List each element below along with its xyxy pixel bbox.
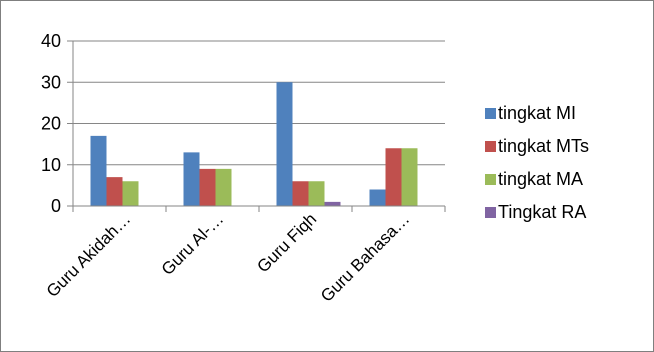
gridlines xyxy=(67,40,446,212)
x-category-label: Guru Bahasa… xyxy=(317,209,413,305)
legend-swatch xyxy=(485,207,496,218)
bar-tingkat-mts-0 xyxy=(106,177,123,206)
bar-tingkat-ra-2 xyxy=(324,201,341,206)
x-category-label: Guru Fiqh xyxy=(253,209,320,276)
x-category-label: Guru Akidah… xyxy=(43,209,135,301)
y-tick-label: 40 xyxy=(41,31,61,51)
bars xyxy=(90,82,418,206)
legend-label: tingkat MTs xyxy=(498,136,589,156)
y-tick-label: 30 xyxy=(41,72,61,92)
y-tick-label: 20 xyxy=(41,114,61,134)
bar-tingkat-ma-1 xyxy=(215,168,232,206)
bar-tingkat-ma-0 xyxy=(122,181,139,206)
bar-tingkat-mi-0 xyxy=(90,135,107,206)
legend-label: tingkat MA xyxy=(498,169,583,189)
bar-tingkat-mts-3 xyxy=(385,148,402,206)
legend-swatch xyxy=(485,108,496,119)
legend-swatch xyxy=(485,174,496,185)
legend-label: tingkat MI xyxy=(498,103,576,123)
y-tick-label: 0 xyxy=(51,196,61,216)
legend-swatch xyxy=(485,141,496,152)
bar-tingkat-mi-1 xyxy=(183,152,200,206)
bar-tingkat-ma-2 xyxy=(308,181,325,206)
bar-tingkat-ma-3 xyxy=(401,148,418,206)
legend-label: Tingkat RA xyxy=(498,202,586,222)
legend: tingkat MI tingkat MTs tingkat MA Tingkat R… xyxy=(485,103,589,222)
x-category-label: Guru Al-… xyxy=(158,209,228,279)
bar-tingkat-mi-2 xyxy=(276,82,293,206)
bar-tingkat-mi-3 xyxy=(369,189,386,206)
y-tick-label: 10 xyxy=(41,155,61,175)
axes xyxy=(72,41,445,207)
bar-tingkat-mts-1 xyxy=(199,168,216,206)
y-tick-labels: 0 10 20 30 40 xyxy=(41,31,61,216)
bar-tingkat-mts-2 xyxy=(292,181,309,206)
